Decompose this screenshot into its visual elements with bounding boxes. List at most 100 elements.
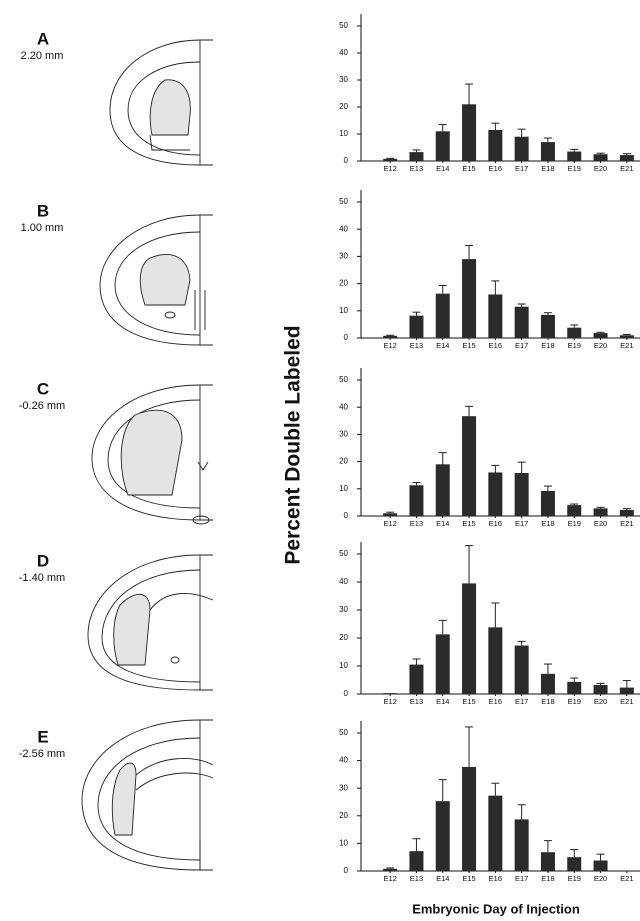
error-bar bbox=[491, 603, 499, 627]
x-tick-label: E17 bbox=[515, 874, 528, 883]
error-bar bbox=[544, 138, 552, 142]
bar bbox=[541, 674, 555, 694]
bar bbox=[488, 130, 502, 161]
y-tick-label: 30 bbox=[339, 252, 348, 261]
x-tick-label: E21 bbox=[620, 874, 633, 883]
x-tick-label: E12 bbox=[383, 341, 396, 350]
y-tick-label: 20 bbox=[339, 279, 348, 288]
y-tick-label: 40 bbox=[339, 48, 348, 57]
brain-section-e bbox=[82, 720, 213, 870]
y-tick-label: 40 bbox=[339, 577, 348, 586]
bar bbox=[515, 646, 529, 694]
bar bbox=[488, 472, 502, 516]
x-tick-label: E18 bbox=[541, 341, 554, 350]
error-bar bbox=[570, 149, 578, 151]
y-tick-label: 10 bbox=[339, 839, 348, 848]
x-tick-label: E14 bbox=[436, 697, 449, 706]
error-bar bbox=[465, 246, 473, 260]
bar bbox=[409, 485, 423, 516]
y-tick-label: 0 bbox=[344, 156, 349, 165]
bar bbox=[620, 335, 634, 338]
x-tick-label: E19 bbox=[568, 519, 581, 528]
error-bar bbox=[597, 507, 605, 508]
error-bar bbox=[544, 664, 552, 674]
y-tick-label: 0 bbox=[344, 866, 349, 875]
panel-label: D bbox=[37, 551, 49, 570]
bar bbox=[436, 634, 450, 694]
bar bbox=[383, 869, 397, 871]
y-tick-label: 0 bbox=[344, 333, 349, 342]
panel-label: C bbox=[37, 379, 49, 398]
bar bbox=[620, 155, 634, 161]
x-tick-label: E18 bbox=[541, 519, 554, 528]
bar bbox=[594, 508, 608, 516]
error-bar bbox=[386, 512, 394, 513]
y-tick-label: 0 bbox=[344, 511, 349, 520]
brain-section-d bbox=[88, 555, 213, 690]
x-tick-label: E19 bbox=[568, 341, 581, 350]
brain-section-c bbox=[92, 385, 213, 524]
error-bar bbox=[518, 641, 526, 645]
y-tick-label: 10 bbox=[339, 129, 348, 138]
bar bbox=[462, 583, 476, 694]
y-axis-title: Percent Double Labeled bbox=[282, 325, 305, 564]
x-tick-label: E15 bbox=[462, 164, 475, 173]
error-bar bbox=[597, 153, 605, 154]
error-bar bbox=[439, 453, 447, 465]
bar bbox=[567, 505, 581, 516]
bar bbox=[515, 137, 529, 161]
error-bar bbox=[439, 125, 447, 132]
bar bbox=[541, 315, 555, 338]
error-bar bbox=[623, 681, 631, 688]
x-tick-label: E14 bbox=[436, 519, 449, 528]
bar bbox=[436, 801, 450, 871]
error-bar bbox=[518, 462, 526, 473]
depth-label: 2.20 mm bbox=[21, 50, 64, 62]
bar bbox=[436, 464, 450, 516]
brain-section-a bbox=[110, 40, 213, 165]
x-tick-label: E12 bbox=[383, 519, 396, 528]
x-tick-label: E12 bbox=[383, 164, 396, 173]
bar bbox=[567, 857, 581, 871]
bar bbox=[594, 333, 608, 338]
x-tick-label: E13 bbox=[410, 519, 423, 528]
bar bbox=[488, 627, 502, 694]
error-bar bbox=[412, 839, 420, 851]
bar bbox=[488, 796, 502, 871]
x-tick-label: E16 bbox=[489, 874, 502, 883]
error-bar bbox=[386, 158, 394, 159]
bar bbox=[436, 131, 450, 161]
x-tick-label: E16 bbox=[489, 697, 502, 706]
x-tick-label: E15 bbox=[462, 697, 475, 706]
y-tick-label: 40 bbox=[339, 402, 348, 411]
x-tick-label: E13 bbox=[410, 164, 423, 173]
bar bbox=[383, 159, 397, 161]
error-bar bbox=[623, 509, 631, 510]
x-tick-label: E14 bbox=[436, 874, 449, 883]
bar bbox=[620, 688, 634, 694]
x-tick-label: E13 bbox=[410, 341, 423, 350]
y-tick-label: 30 bbox=[339, 430, 348, 439]
y-tick-label: 0 bbox=[344, 689, 349, 698]
error-bar bbox=[544, 313, 552, 315]
x-axis-title: Embryonic Day of Injection bbox=[412, 901, 580, 916]
error-bar bbox=[491, 783, 499, 795]
bar bbox=[409, 316, 423, 338]
x-tick-label: E20 bbox=[594, 341, 607, 350]
error-bar bbox=[465, 406, 473, 416]
error-bar bbox=[597, 854, 605, 860]
depth-label: -1.40 mm bbox=[19, 572, 65, 584]
error-bar bbox=[439, 780, 447, 802]
error-bar bbox=[386, 868, 394, 869]
bar bbox=[594, 861, 608, 871]
error-bar bbox=[491, 281, 499, 295]
error-bar bbox=[465, 546, 473, 584]
panel-label: E bbox=[37, 727, 48, 746]
bar bbox=[462, 416, 476, 516]
error-bar bbox=[623, 334, 631, 335]
depth-label: -0.26 mm bbox=[19, 400, 65, 412]
x-tick-label: E15 bbox=[462, 519, 475, 528]
error-bar bbox=[412, 150, 420, 152]
panel-label: B bbox=[37, 201, 49, 220]
error-bar bbox=[386, 335, 394, 336]
